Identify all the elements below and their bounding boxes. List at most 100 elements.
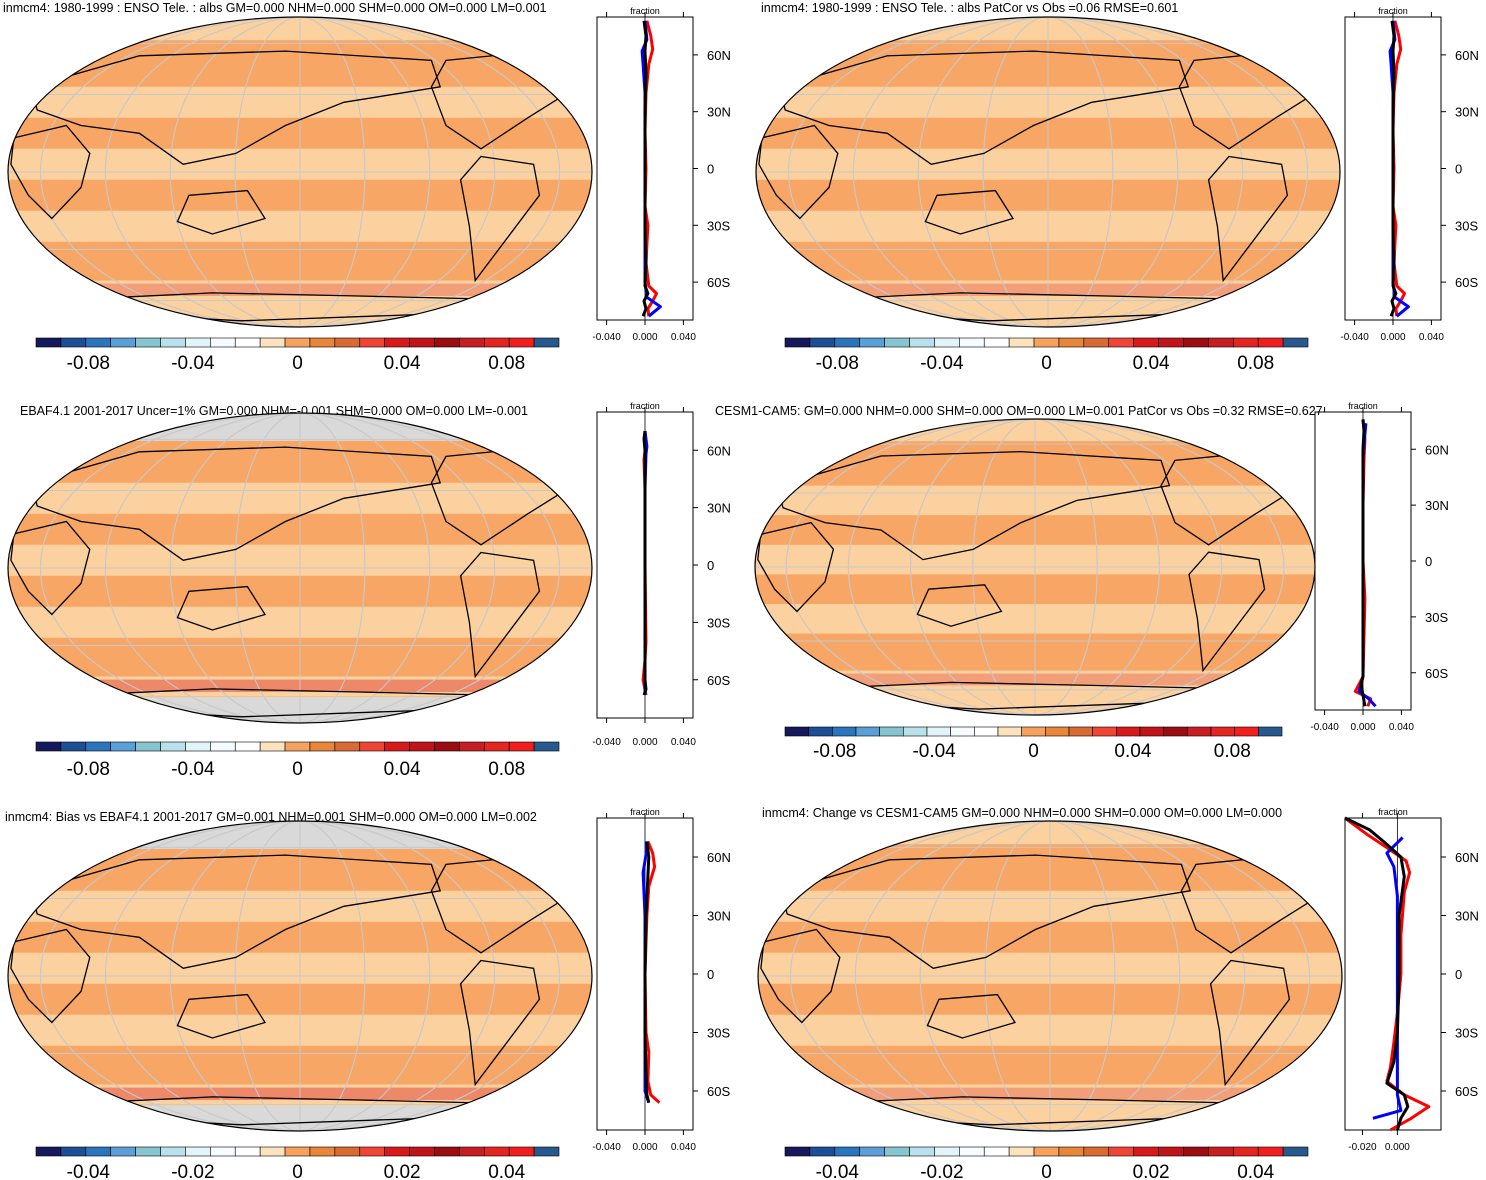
colorbar-swatch <box>1183 1146 1209 1157</box>
colorbar-tick-label: 0.02 <box>1133 1162 1170 1180</box>
colorbar-swatch <box>110 337 136 348</box>
colorbar-tick-label: 0.04 <box>1237 1162 1274 1180</box>
colorbar-swatch <box>359 337 385 348</box>
colorbar-swatch <box>784 337 811 348</box>
profile-ytick-label: 0 <box>1425 554 1432 569</box>
coastline-australia <box>176 585 267 631</box>
colorbar-tick-label: 0.04 <box>384 353 421 374</box>
colorbar-tick-label: 0 <box>1028 741 1039 762</box>
colorbar-swatch <box>434 337 460 348</box>
colorbar-swatch <box>309 1146 336 1157</box>
coastline-samerica <box>459 551 541 679</box>
colorbar-swatch <box>508 741 535 752</box>
profile-series-blue <box>1372 836 1404 1120</box>
colorbar-tick-label: 0.02 <box>384 1162 421 1180</box>
colorbar-swatch <box>160 337 186 348</box>
map-title: inmcm4: 1980-1999 : ENSO Tele. : albs GM… <box>3 1 547 15</box>
colorbar-tick-label: -0.08 <box>813 741 856 762</box>
colorbar-swatch <box>35 337 62 348</box>
profile-ytick-label: 60N <box>707 850 731 865</box>
colorbar-swatch <box>974 726 999 737</box>
map-title: CESM1-CAM5: GM=0.000 NHM=0.000 SHM=0.000… <box>715 404 1323 418</box>
colorbar-swatch <box>859 337 885 348</box>
profile-ytick-label: 30S <box>1455 218 1478 233</box>
colorbar-swatch <box>334 1146 361 1157</box>
colorbar-swatch <box>483 337 510 348</box>
colorbar-swatch <box>809 1146 836 1157</box>
coastline-samerica <box>459 155 541 283</box>
profile-ytick-label: 30S <box>707 1026 730 1041</box>
profile-ytick-label: 30N <box>707 501 731 516</box>
colorbar-swatch <box>309 741 336 752</box>
profile-xlabel: fraction <box>1378 6 1408 16</box>
colorbar-swatch <box>1092 726 1117 737</box>
colorbar-tick-label: 0.04 <box>384 759 421 780</box>
colorbar-tick-label: 0 <box>1041 353 1052 374</box>
colorbar-swatch <box>234 741 261 752</box>
colorbar-swatch <box>959 1146 985 1157</box>
colorbar-swatch <box>1045 726 1070 737</box>
map-title: inmcm4: Change vs CESM1-CAM5 GM=0.000 NH… <box>762 806 1282 820</box>
colorbar-swatch <box>508 337 535 348</box>
colorbar-swatch <box>160 1146 186 1157</box>
profile-ytick-label: 60S <box>1455 1084 1478 1099</box>
colorbar-tick-label: 0 <box>292 759 303 780</box>
profile-xtick-label: 0.000 <box>632 1142 657 1153</box>
profile-xlabel: fraction <box>1348 401 1378 411</box>
zonal-profile: fraction -0.040 0.000 0.040 60N 30N 0 30S 60S <box>1340 6 1478 343</box>
profile-ytick-label: 30S <box>1425 610 1448 625</box>
map-border <box>755 16 1341 328</box>
coastline-samerica <box>459 959 541 1087</box>
colorbar-swatch <box>884 337 910 348</box>
colorbar-swatch <box>35 1146 62 1157</box>
colorbar-swatch <box>784 726 809 737</box>
colorbar-swatch <box>1033 337 1060 348</box>
coastline-australia <box>176 993 267 1039</box>
colorbar-swatch <box>434 1146 460 1157</box>
profile-xtick-label: 0.040 <box>671 737 696 748</box>
zonal-profile: fraction -0.040 0.000 0.040 60N 30N 0 30S 60S <box>592 807 730 1153</box>
colorbar-swatch <box>234 337 261 348</box>
colorbar-swatch <box>409 337 435 348</box>
profile-xtick-label: 0.000 <box>1350 722 1375 733</box>
map-title: inmcm4: 1980-1999 : ENSO Tele. : albs Pa… <box>761 1 1178 15</box>
map-panel: inmcm4: Bias vs EBAF4.1 2001-2017 GM=0.0… <box>5 810 593 1180</box>
map-border <box>757 820 1343 1132</box>
colorbar-tick-label: 0 <box>1041 1162 1052 1180</box>
colorbar-tick-label: -0.04 <box>920 353 964 374</box>
map-title: inmcm4: Bias vs EBAF4.1 2001-2017 GM=0.0… <box>5 810 537 824</box>
colorbar-swatch <box>784 1146 811 1157</box>
colorbar-swatch <box>384 741 410 752</box>
colorbar-swatch <box>284 337 311 348</box>
colorbar-swatch <box>483 1146 510 1157</box>
colorbar-swatch <box>185 1146 211 1157</box>
profile-xtick-label: 0.000 <box>1380 332 1405 343</box>
map-border <box>7 412 593 724</box>
colorbar-swatch <box>259 1146 286 1157</box>
profile-ytick-label: 60N <box>707 48 731 63</box>
profile-xtick-label: 0.040 <box>1419 332 1444 343</box>
colorbar-swatch <box>459 741 485 752</box>
colorbar-swatch <box>210 1146 236 1157</box>
profile-xtick-label: -0.040 <box>1340 332 1369 343</box>
map-border <box>7 16 593 328</box>
coastline-asia <box>30 446 442 561</box>
colorbar-tick-label: 0.04 <box>488 1162 525 1180</box>
coastline-asia <box>30 50 442 165</box>
colorbar-swatch <box>1133 337 1159 348</box>
profile-ytick-label: 60S <box>1425 666 1448 681</box>
colorbar-swatch <box>1210 726 1235 737</box>
colorbar-swatch <box>1258 726 1283 737</box>
colorbar-tick-label: -0.08 <box>816 353 859 374</box>
colorbar-swatch <box>359 741 385 752</box>
profile-xtick-label: 0.040 <box>671 1142 696 1153</box>
map-field <box>755 419 1315 715</box>
profile-ytick-label: 30N <box>1455 105 1479 120</box>
map-field <box>756 17 1340 327</box>
colorbar-swatch <box>110 741 136 752</box>
colorbar-swatch <box>409 1146 435 1157</box>
zonal-profile: fraction -0.040 0.000 0.040 60N 30N 0 30S 60S <box>592 6 730 343</box>
colorbar-swatch <box>309 337 336 348</box>
colorbar-swatch <box>834 337 861 348</box>
colorbar-swatch <box>1282 337 1309 348</box>
